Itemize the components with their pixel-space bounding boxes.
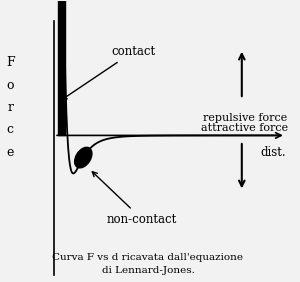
Text: e: e <box>7 146 14 159</box>
Text: repulsive force: repulsive force <box>202 113 287 123</box>
Bar <box>58 0 65 135</box>
Text: Curva F vs d ricavata dall'equazione
di Lennard-Jones.: Curva F vs d ricavata dall'equazione di … <box>52 253 244 275</box>
Text: contact: contact <box>62 45 155 100</box>
Text: c: c <box>7 123 14 136</box>
Text: dist.: dist. <box>260 146 286 159</box>
Text: o: o <box>6 79 14 92</box>
Text: non-contact: non-contact <box>92 172 177 226</box>
Text: F: F <box>6 56 14 69</box>
Text: r: r <box>7 101 13 114</box>
Text: attractive force: attractive force <box>201 123 288 133</box>
Ellipse shape <box>75 147 92 168</box>
